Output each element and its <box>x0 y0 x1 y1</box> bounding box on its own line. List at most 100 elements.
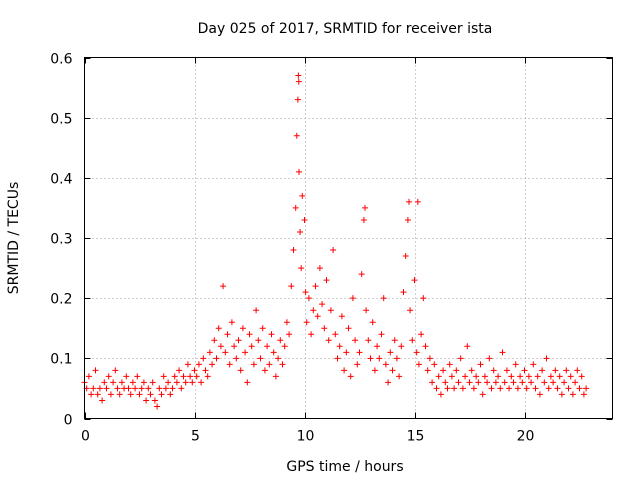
data-point <box>266 361 273 368</box>
data-point <box>389 367 396 374</box>
data-point <box>565 385 572 392</box>
data-point <box>224 331 231 338</box>
data-point <box>169 385 176 392</box>
data-point <box>552 367 559 374</box>
data-point <box>85 373 92 380</box>
data-point <box>206 349 213 356</box>
data-point <box>479 391 486 398</box>
data-point <box>118 379 125 386</box>
data-point <box>521 367 528 374</box>
data-point <box>293 132 300 139</box>
data-point <box>160 373 167 380</box>
data-point <box>88 391 95 398</box>
data-point <box>462 373 469 380</box>
data-point <box>154 403 161 410</box>
data-point <box>242 349 249 356</box>
data-point <box>94 391 101 398</box>
y-tick-label: 0.4 <box>50 172 72 188</box>
data-point <box>541 379 548 386</box>
data-point <box>532 385 539 392</box>
data-point <box>543 355 550 362</box>
data-point <box>302 289 309 296</box>
data-point <box>406 198 412 205</box>
data-point <box>189 379 196 386</box>
data-point <box>290 247 297 254</box>
data-point <box>464 343 471 350</box>
data-point <box>298 265 305 272</box>
data-point <box>477 361 484 368</box>
data-point <box>325 337 332 344</box>
data-point <box>484 379 491 386</box>
data-point <box>374 343 381 350</box>
data-point <box>112 367 119 374</box>
data-point <box>107 391 114 398</box>
data-point <box>321 325 328 332</box>
data-point <box>391 337 398 344</box>
data-point <box>288 283 295 290</box>
data-points <box>81 72 590 410</box>
data-point <box>534 373 541 380</box>
data-point <box>334 355 341 362</box>
data-point <box>400 289 407 296</box>
data-point <box>233 355 240 362</box>
data-point <box>499 349 506 356</box>
data-point <box>127 391 134 398</box>
data-point <box>561 379 568 386</box>
y-tick-label: 0.5 <box>50 112 72 128</box>
data-point <box>376 355 383 362</box>
data-point <box>468 367 475 374</box>
data-point <box>378 331 385 338</box>
data-point <box>295 78 302 85</box>
data-point <box>470 385 477 392</box>
data-point <box>231 343 238 350</box>
data-point <box>455 379 462 386</box>
data-point <box>492 379 499 386</box>
data-point <box>446 361 453 368</box>
axis-ticks: 0 5 10 15 20 0 0.1 0.2 0.3 0.4 0.5 0.6 <box>50 52 613 445</box>
data-point <box>519 379 526 386</box>
data-point <box>411 277 418 284</box>
data-point <box>528 379 535 386</box>
data-point <box>178 385 185 392</box>
data-point <box>138 385 145 392</box>
data-point <box>96 385 103 392</box>
data-point <box>459 385 466 392</box>
data-point <box>176 367 183 374</box>
data-point <box>572 379 579 386</box>
data-point <box>525 373 532 380</box>
data-point <box>312 283 319 290</box>
data-point <box>253 307 260 314</box>
data-point <box>490 367 497 374</box>
data-point <box>385 379 392 386</box>
data-point <box>250 361 257 368</box>
data-point <box>495 373 502 380</box>
data-point <box>393 355 400 362</box>
data-point <box>431 361 438 368</box>
data-point <box>352 337 359 344</box>
data-point <box>345 325 352 332</box>
data-point <box>211 337 218 344</box>
data-point <box>435 373 442 380</box>
data-point <box>367 355 374 362</box>
data-point <box>110 379 117 386</box>
data-point <box>453 367 460 374</box>
data-point <box>90 385 97 392</box>
data-point <box>134 373 141 380</box>
data-point <box>426 355 433 362</box>
data-point <box>217 343 224 350</box>
data-point <box>147 391 154 398</box>
data-point <box>448 373 455 380</box>
data-point <box>215 325 222 332</box>
data-point <box>259 325 266 332</box>
data-point <box>149 379 156 386</box>
data-point <box>222 349 229 356</box>
data-point <box>151 397 158 404</box>
data-point <box>248 343 255 350</box>
data-point <box>330 247 337 254</box>
data-point <box>539 367 546 374</box>
data-point <box>404 216 411 223</box>
data-point <box>209 361 216 368</box>
data-point <box>143 397 150 404</box>
data-point <box>310 307 317 314</box>
y-axis-title: SRMTID / TECUs <box>6 182 22 295</box>
